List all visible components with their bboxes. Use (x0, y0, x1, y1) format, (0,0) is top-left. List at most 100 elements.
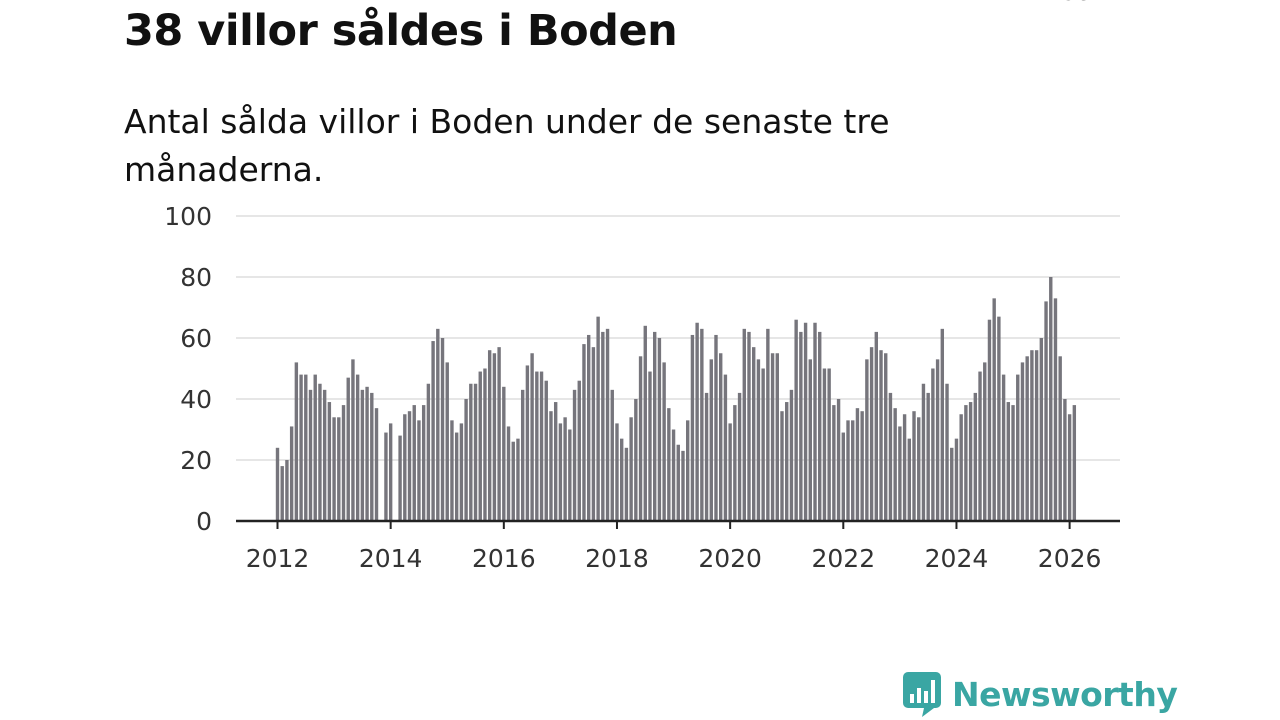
bar (648, 371, 652, 521)
bar (808, 359, 812, 521)
bar (733, 405, 737, 521)
bar (1016, 374, 1020, 521)
bar (412, 405, 416, 521)
bar (492, 353, 497, 521)
bar (304, 374, 308, 521)
bar (544, 380, 548, 521)
bar (945, 383, 949, 521)
bar (846, 420, 850, 521)
bar (836, 399, 841, 521)
bar (1006, 402, 1011, 521)
bar (728, 423, 732, 521)
bar (879, 350, 883, 521)
bar (1011, 405, 1015, 521)
bar (747, 331, 751, 521)
bar (605, 328, 610, 521)
bar (756, 359, 761, 521)
bar (912, 411, 916, 521)
bar (686, 420, 690, 521)
bar (695, 322, 699, 521)
bar (388, 423, 393, 521)
bar (294, 362, 299, 521)
bar (832, 405, 836, 521)
chart-title: 38 villor såldes i Boden (124, 6, 678, 56)
bar (954, 438, 959, 521)
bar (855, 408, 860, 521)
bar (888, 392, 893, 521)
bar (615, 423, 619, 521)
bar (964, 405, 968, 521)
bar (511, 441, 515, 521)
bar (553, 402, 558, 521)
newsworthy-logo-text: Newsworthy (952, 674, 1178, 714)
bar (921, 383, 926, 521)
bar (502, 386, 506, 521)
bar (601, 331, 605, 521)
bar (370, 392, 374, 521)
bar (1034, 350, 1039, 521)
chart-subtitle: Antal sålda villor i Boden under de sena… (124, 102, 890, 189)
bar (719, 353, 723, 521)
bar (770, 353, 775, 521)
bar (346, 377, 350, 521)
bar (865, 359, 869, 521)
bar (1053, 298, 1058, 521)
bar (851, 420, 855, 521)
bar (761, 368, 765, 521)
bar (950, 447, 954, 521)
bar (355, 374, 360, 521)
bar (403, 414, 407, 521)
bar (299, 374, 303, 521)
bar (313, 374, 317, 521)
bar (1058, 356, 1062, 521)
bar (1020, 362, 1025, 521)
bar (445, 362, 449, 521)
x-tick-label: 2014 (359, 544, 423, 573)
y-tick-label: 40 (180, 385, 212, 414)
bar (822, 368, 827, 521)
bar (898, 426, 902, 521)
bar (624, 447, 629, 521)
bar (653, 331, 657, 521)
bar (860, 411, 864, 521)
bar (671, 429, 676, 521)
bar (893, 408, 897, 521)
bar (539, 371, 544, 521)
newsworthy-logo: Newsworthy (902, 670, 1178, 718)
bar (610, 389, 614, 521)
bar (454, 432, 459, 521)
bar (785, 402, 789, 521)
bar (586, 334, 591, 521)
bar (676, 444, 680, 521)
bar (360, 389, 365, 521)
x-tick-label: 2012 (246, 544, 310, 573)
bar (1072, 405, 1077, 521)
x-tick-label: 2020 (698, 544, 762, 573)
bar (285, 460, 289, 521)
bar (917, 417, 921, 521)
newsworthy-logo-icon (903, 672, 941, 717)
bar (327, 402, 332, 521)
bar (473, 383, 478, 521)
bar (780, 411, 784, 521)
bar (426, 383, 431, 521)
bar (940, 328, 945, 521)
bar (907, 438, 912, 521)
bar (520, 389, 525, 521)
bar (638, 356, 643, 521)
bar (884, 353, 888, 521)
bar (407, 411, 412, 521)
bar (535, 371, 539, 521)
bar (926, 392, 930, 521)
bar (1044, 301, 1048, 521)
bar (775, 353, 779, 521)
bar (818, 331, 822, 521)
bar (968, 402, 973, 521)
bar (629, 417, 633, 521)
bar (289, 426, 294, 521)
x-tick-label: 2018 (585, 544, 649, 573)
y-tick-label: 0 (196, 507, 212, 536)
x-tick-label: 2024 (925, 544, 989, 573)
bar (789, 389, 794, 521)
